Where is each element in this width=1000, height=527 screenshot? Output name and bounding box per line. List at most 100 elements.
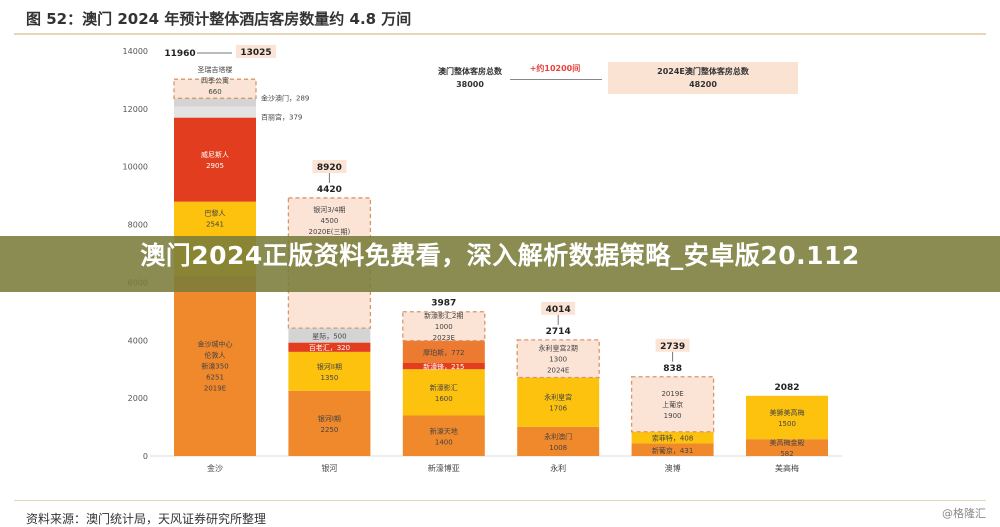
bar-segment	[402, 362, 485, 370]
segment-label: 2905	[206, 162, 224, 170]
segment-label: 星际，500	[312, 331, 346, 340]
base-total-label: 4420	[317, 185, 342, 195]
bar-segment	[631, 443, 714, 456]
segment-label: 金沙澳门，289	[261, 93, 309, 102]
segment-label: 索菲特，408	[652, 434, 693, 443]
divider	[14, 33, 986, 35]
segment-label: 圣瑞吉塔楼	[198, 65, 233, 74]
segment-label: 660	[208, 88, 221, 96]
segment-label: 新濠影汇	[430, 383, 458, 392]
segment-label: 新濠锋，215	[423, 362, 464, 371]
segment-label: 金沙城中心	[198, 340, 233, 349]
segment-label: 永利皇宫2期	[538, 344, 577, 353]
bar-segment	[517, 426, 600, 456]
segment-label: 百老汇，320	[309, 343, 350, 352]
base-total-label: 838	[663, 364, 682, 374]
bar-segment	[516, 339, 600, 379]
segment-label: 4500	[320, 217, 338, 225]
total-box	[312, 159, 347, 173]
projected-total-label: 2739	[660, 342, 685, 352]
increase-annotation: +约10200间	[529, 64, 581, 73]
segment-label: 2541	[206, 221, 224, 229]
segment-label: 582	[780, 450, 793, 458]
bar-segment	[173, 78, 257, 99]
segment-label: 威尼斯人	[201, 150, 229, 159]
divider	[14, 500, 986, 501]
segment-label: 四季公寓	[201, 76, 229, 85]
segment-label: 上葡京	[662, 400, 683, 409]
increase-arrow	[510, 79, 602, 80]
segment-label: 美高梅金殿	[770, 438, 805, 447]
x-tick-label: 美高梅	[775, 463, 799, 473]
total-box	[236, 45, 276, 58]
bar-segment	[631, 431, 714, 444]
bar-segment	[174, 117, 256, 202]
segment-label: 美狮美高梅	[770, 408, 805, 417]
future-total-annotation: 2024E澳门整体客房总数 48200	[608, 62, 798, 94]
y-tick-label: 14000	[123, 47, 148, 56]
segment-label: 新濠影汇2期	[424, 311, 463, 320]
overlay-banner: 澳门2024正版资料免费看，深入解析数据策略_安卓版20.112	[0, 236, 1000, 292]
x-tick-label: 澳博	[665, 463, 681, 473]
segment-label: 新濠天地	[430, 426, 458, 435]
segment-label: 2023E	[433, 334, 455, 342]
segment-label: 摩珀斯，772	[423, 348, 464, 357]
segment-label: 永利皇宫	[544, 393, 572, 402]
source-note: 资料来源：澳门统计局，天风证券研究所整理	[26, 512, 267, 526]
x-tick-label: 新濠博亚	[428, 463, 460, 473]
base-total-label: 2714	[546, 327, 571, 337]
projected-total-label: 13025	[240, 48, 271, 58]
chart-title: 图 52：澳门 2024 年预计整体酒店客房数量约 4.8 万间	[26, 10, 412, 28]
segment-label: 2024E	[547, 367, 569, 375]
y-tick-label: 10000	[123, 163, 148, 172]
bar-segment	[288, 342, 371, 352]
total-label: 2082	[774, 383, 799, 393]
total-box	[541, 301, 576, 315]
bar-segment	[746, 395, 828, 440]
bar-segment	[288, 328, 371, 343]
segment-label: 新濠350	[201, 362, 228, 371]
segment-label: 6251	[206, 374, 224, 382]
segment-label: 伦敦人	[205, 351, 226, 360]
y-tick-label: 4000	[128, 336, 148, 345]
segment-label: 2020E(三期)	[309, 228, 351, 236]
segment-label: 1008	[549, 444, 567, 452]
segment-label: 1400	[435, 438, 453, 446]
bar-segment	[746, 439, 828, 456]
segment-label: 巴黎人	[205, 209, 226, 218]
segment-label: 2250	[320, 426, 338, 434]
banner-text: 澳门2024正版资料免费看，深入解析数据策略_安卓版20.112	[140, 241, 860, 270]
current-total-annotation: 澳门整体客房总数 38000	[425, 65, 515, 91]
bar-segment	[174, 106, 256, 118]
total-label: 3987	[431, 299, 456, 309]
segment-label: 1900	[664, 412, 682, 420]
future-total-value: 48200	[689, 80, 717, 89]
x-tick-label: 金沙	[207, 463, 223, 473]
segment-label: 百丽宫，379	[261, 113, 302, 122]
watermark: @格隆汇	[942, 507, 986, 520]
segment-label: 2019E	[204, 385, 226, 393]
segment-label: 银河3/4期	[313, 205, 345, 214]
bar-segment	[402, 415, 485, 456]
projected-total-label: 8920	[317, 163, 342, 173]
y-tick-label: 8000	[128, 221, 148, 230]
bar-segment	[402, 340, 485, 363]
segment-label: 永利澳门	[544, 432, 572, 441]
segment-label: 1000	[435, 323, 453, 331]
bar-segment	[288, 390, 371, 456]
bar-segment	[288, 351, 371, 391]
y-tick-label: 12000	[123, 105, 148, 114]
bar-segment	[402, 311, 486, 342]
total-box	[655, 338, 690, 352]
current-total-value: 38000	[456, 80, 484, 89]
segment-label: 1350	[320, 374, 338, 382]
bar-segment	[174, 275, 256, 456]
y-tick-label: 2000	[128, 394, 148, 403]
bar-segment	[174, 98, 256, 107]
future-total-label: 2024E澳门整体客房总数	[657, 67, 749, 76]
projected-total-label: 4014	[546, 305, 571, 315]
current-total-label: 澳门整体客房总数	[438, 67, 502, 76]
bar-segment	[630, 376, 715, 433]
segment-label: 1500	[778, 420, 796, 428]
x-tick-label: 银河	[321, 463, 337, 473]
